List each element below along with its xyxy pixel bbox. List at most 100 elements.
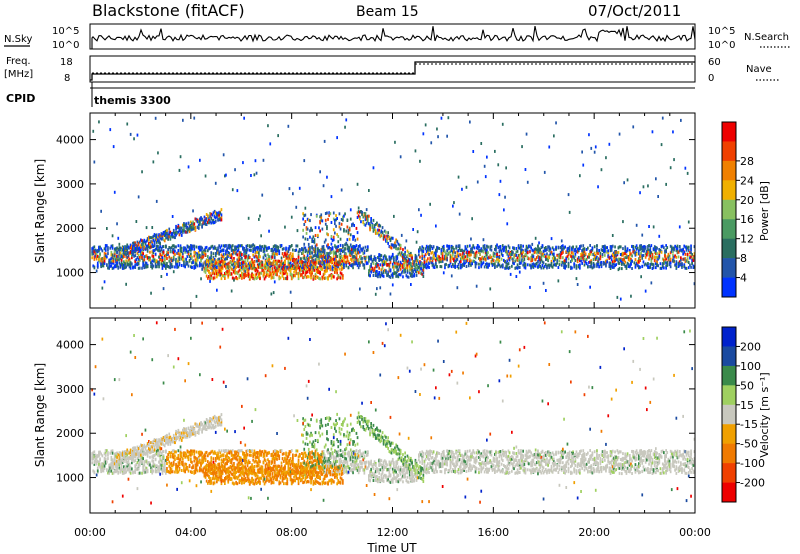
power-cell bbox=[93, 250, 96, 254]
power-cell bbox=[157, 260, 159, 264]
power-cell bbox=[303, 246, 306, 250]
power-cell bbox=[482, 245, 485, 249]
power-cell bbox=[471, 250, 473, 254]
power-cell bbox=[420, 265, 422, 269]
power-cell bbox=[585, 257, 588, 261]
power-cell bbox=[152, 257, 155, 261]
power-cell bbox=[324, 222, 327, 226]
power-cell bbox=[360, 210, 362, 213]
power-cell bbox=[606, 246, 608, 250]
power-cell bbox=[306, 261, 309, 265]
power-cell bbox=[344, 247, 346, 251]
power-cell bbox=[399, 244, 402, 247]
power-cell bbox=[279, 271, 282, 275]
power-cell bbox=[394, 243, 396, 247]
power-cell bbox=[319, 254, 321, 258]
power-cell bbox=[136, 247, 139, 251]
power-cell bbox=[538, 249, 540, 253]
power-cell bbox=[231, 252, 234, 256]
power-cell bbox=[616, 295, 619, 299]
power-cell bbox=[670, 247, 673, 251]
power-cell bbox=[111, 256, 114, 260]
power-cell bbox=[327, 256, 329, 260]
power-cell bbox=[256, 275, 259, 279]
power-cell bbox=[593, 264, 596, 268]
power-cell bbox=[534, 264, 537, 268]
power-cell bbox=[368, 269, 370, 273]
power-cell bbox=[312, 268, 315, 272]
power-cell bbox=[171, 259, 174, 263]
power-cell bbox=[228, 268, 231, 272]
power-cell bbox=[239, 264, 242, 268]
power-cell bbox=[182, 258, 184, 262]
power-cell bbox=[170, 233, 173, 237]
power-cell bbox=[169, 235, 172, 239]
power-cell bbox=[295, 248, 298, 252]
power-cell bbox=[464, 259, 467, 263]
power-cell bbox=[260, 245, 262, 249]
power-cell bbox=[532, 255, 535, 259]
power-cell bbox=[117, 255, 120, 259]
power-cell bbox=[448, 244, 451, 248]
power-cell bbox=[380, 268, 383, 272]
power-cell bbox=[109, 246, 112, 250]
power-cell bbox=[264, 275, 267, 279]
power-cell bbox=[619, 297, 622, 301]
power-cell bbox=[157, 151, 159, 155]
power-cell bbox=[344, 251, 346, 255]
power-cell bbox=[224, 253, 226, 257]
power-cell bbox=[596, 251, 598, 255]
power-cell bbox=[357, 214, 360, 218]
colorbar-swatch bbox=[722, 141, 736, 162]
power-cell bbox=[501, 247, 504, 251]
power-cell bbox=[279, 276, 282, 280]
power-cell bbox=[242, 246, 244, 250]
power-cell bbox=[650, 257, 653, 261]
power-cell bbox=[514, 259, 517, 263]
power-cell bbox=[474, 265, 477, 269]
power-cell bbox=[195, 218, 198, 222]
power-cell bbox=[557, 245, 560, 249]
power-cell bbox=[310, 272, 312, 276]
power-cell bbox=[216, 275, 218, 279]
power-cell bbox=[272, 259, 275, 263]
power-cell bbox=[610, 254, 613, 258]
power-cell bbox=[225, 249, 227, 253]
power-cell bbox=[683, 244, 686, 248]
power-cell bbox=[256, 265, 259, 269]
power-cell bbox=[150, 245, 152, 249]
colorbar-swatch bbox=[722, 180, 736, 201]
power-cell bbox=[155, 240, 158, 244]
power-cell bbox=[463, 256, 465, 260]
power-cell bbox=[167, 248, 169, 251]
power-cell bbox=[624, 264, 627, 268]
power-cell bbox=[664, 254, 666, 258]
power-cell bbox=[667, 252, 670, 256]
power-cell bbox=[353, 260, 355, 264]
power-cell bbox=[583, 250, 586, 254]
power-cell bbox=[396, 247, 399, 251]
power-cell bbox=[372, 218, 375, 222]
power-cell bbox=[230, 262, 233, 266]
power-cell bbox=[273, 280, 276, 284]
power-cell bbox=[655, 262, 657, 266]
power-cell bbox=[312, 260, 315, 264]
power-cell bbox=[391, 283, 394, 287]
power-cell bbox=[253, 255, 256, 259]
power-cell bbox=[197, 223, 200, 227]
power-cell bbox=[270, 264, 273, 267]
power-cell bbox=[326, 263, 328, 267]
power-cell bbox=[414, 263, 417, 267]
power-cell bbox=[642, 247, 645, 251]
power-cell bbox=[202, 262, 205, 266]
power-cell bbox=[283, 254, 285, 258]
power-cell bbox=[161, 245, 164, 249]
power-cell bbox=[115, 265, 117, 269]
power-cell bbox=[118, 249, 121, 252]
power-cell bbox=[643, 263, 646, 267]
power-cell bbox=[280, 244, 283, 247]
power-cell bbox=[238, 264, 241, 268]
power-cell bbox=[118, 254, 121, 258]
power-cell bbox=[238, 262, 241, 266]
power-cell bbox=[187, 264, 190, 268]
